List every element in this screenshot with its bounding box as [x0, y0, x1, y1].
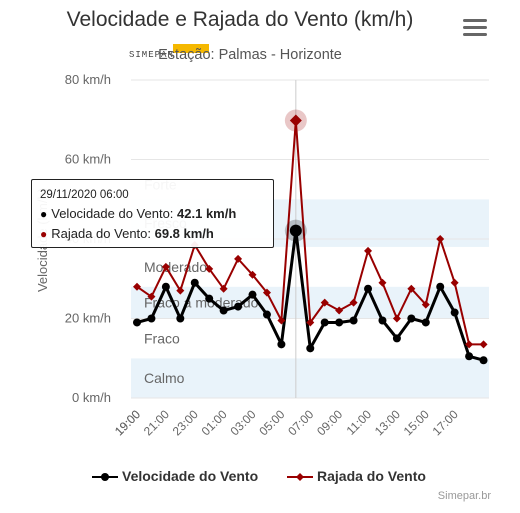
- x-tick-label: 11:00: [344, 407, 375, 438]
- chart-subtitle: Estação: Palmas - Horizonte: [158, 47, 342, 63]
- data-point-rajada[interactable]: [465, 340, 474, 349]
- data-point-velocidade[interactable]: [277, 340, 286, 349]
- tooltip-header: 29/11/2020 06:00: [40, 189, 129, 201]
- data-point-velocidade[interactable]: [161, 282, 170, 291]
- chart-tooltip: 29/11/2020 06:00 ● Velocidade do Vento: 4…: [31, 179, 274, 248]
- data-point-velocidade[interactable]: [289, 224, 302, 237]
- band-calmo: [131, 358, 489, 398]
- data-point-rajada[interactable]: [392, 314, 401, 323]
- data-point-velocidade[interactable]: [306, 344, 315, 353]
- data-point-velocidade[interactable]: [219, 306, 228, 315]
- data-point-velocidade[interactable]: [190, 278, 199, 287]
- tooltip-gust-label: Rajada do Vento:: [51, 226, 155, 241]
- x-tick-label: 15:00: [401, 407, 432, 438]
- simepar-logo: SIMEPAR: [129, 44, 211, 64]
- data-point-velocidade[interactable]: [320, 318, 329, 327]
- data-point-rajada[interactable]: [320, 298, 329, 307]
- tooltip-row-speed: ● Velocidade do Vento: 42.1 km/h: [40, 206, 237, 221]
- data-point-rajada[interactable]: [219, 284, 228, 293]
- x-tick-label: 01:00: [199, 407, 230, 438]
- data-point-rajada[interactable]: [234, 254, 243, 263]
- data-point-rajada[interactable]: [407, 284, 416, 293]
- data-point-velocidade[interactable]: [421, 318, 430, 327]
- data-point-rajada[interactable]: [277, 316, 286, 325]
- data-point-rajada[interactable]: [248, 270, 257, 279]
- y-tick-label: 60 km/h: [65, 152, 111, 167]
- data-point-rajada[interactable]: [133, 282, 141, 291]
- data-point-rajada[interactable]: [205, 264, 214, 273]
- x-tick-label: 17:00: [430, 407, 461, 438]
- data-point-rajada[interactable]: [421, 300, 430, 309]
- logo-text: SIMEPAR: [129, 50, 174, 60]
- y-tick-label: 0 km/h: [72, 390, 111, 405]
- data-point-velocidade[interactable]: [407, 314, 416, 323]
- x-tick-label: 05:00: [256, 407, 287, 438]
- tooltip-gust-value: 69.8 km/h: [154, 226, 214, 241]
- data-point-velocidade[interactable]: [364, 284, 373, 293]
- menu-icon[interactable]: [463, 19, 487, 39]
- x-tick-label: 03:00: [228, 407, 259, 438]
- tooltip-speed-label: Velocidade do Vento:: [51, 206, 178, 221]
- chart-title: Velocidade e Rajada do Vento (km/h): [66, 8, 414, 31]
- data-point-rajada[interactable]: [147, 292, 156, 301]
- legend-item-rajada[interactable]: Rajada do Vento: [287, 468, 426, 484]
- credits-link[interactable]: Simepar.br: [437, 490, 491, 502]
- data-point-rajada[interactable]: [176, 286, 185, 295]
- data-point-velocidade[interactable]: [205, 294, 214, 303]
- legend-item-velocidade[interactable]: Velocidade do Vento: [92, 468, 258, 484]
- data-point-rajada[interactable]: [436, 235, 445, 243]
- data-point-velocidade[interactable]: [450, 308, 459, 317]
- x-tick-label: 13:00: [372, 407, 403, 438]
- band-moderado: [131, 246, 489, 287]
- data-point-velocidade[interactable]: [262, 310, 271, 319]
- legend-line-rajada-icon: [287, 473, 313, 482]
- data-point-rajada[interactable]: [289, 114, 302, 127]
- data-point-velocidade[interactable]: [349, 316, 358, 325]
- y-tick-label: 80 km/h: [65, 72, 111, 87]
- data-point-velocidade[interactable]: [147, 314, 156, 323]
- data-point-rajada[interactable]: [262, 288, 271, 297]
- data-point-velocidade[interactable]: [335, 318, 344, 327]
- legend-line-velocidade-icon: [92, 473, 118, 482]
- y-tick-label: 20 km/h: [65, 311, 111, 326]
- tooltip-row-gust: ● Rajada do Vento: 69.8 km/h: [40, 226, 214, 241]
- x-tick-label: 09:00: [314, 407, 345, 438]
- data-point-velocidade[interactable]: [234, 302, 243, 311]
- band-label-fraco: Fraco: [144, 330, 180, 346]
- legend-label-rajada: Rajada do Vento: [317, 468, 426, 484]
- data-point-velocidade[interactable]: [378, 316, 387, 325]
- data-point-velocidade[interactable]: [465, 352, 474, 361]
- data-point-rajada[interactable]: [349, 298, 358, 307]
- x-tick-label: 21:00: [141, 407, 172, 438]
- band-label-calmo: Calmo: [144, 370, 185, 386]
- data-point-velocidade[interactable]: [133, 318, 141, 327]
- data-point-velocidade[interactable]: [479, 356, 488, 365]
- data-point-rajada[interactable]: [364, 246, 373, 255]
- data-point-rajada[interactable]: [161, 262, 170, 271]
- x-tick-label: 07:00: [285, 407, 316, 438]
- legend-label-velocidade: Velocidade do Vento: [122, 468, 259, 484]
- data-point-rajada[interactable]: [479, 340, 488, 349]
- data-point-velocidade[interactable]: [176, 314, 185, 323]
- band-label-moderado: Moderado: [144, 259, 207, 275]
- data-point-rajada[interactable]: [450, 278, 459, 287]
- x-tick-label: 23:00: [170, 407, 201, 438]
- x-tick-label: 19:00: [112, 407, 143, 438]
- data-point-rajada[interactable]: [306, 318, 315, 327]
- data-point-velocidade[interactable]: [392, 334, 401, 343]
- tooltip-speed-value: 42.1 km/h: [177, 206, 237, 221]
- data-point-rajada[interactable]: [378, 278, 387, 287]
- data-point-velocidade[interactable]: [248, 290, 257, 299]
- data-point-velocidade[interactable]: [436, 282, 445, 291]
- data-point-rajada[interactable]: [335, 306, 344, 315]
